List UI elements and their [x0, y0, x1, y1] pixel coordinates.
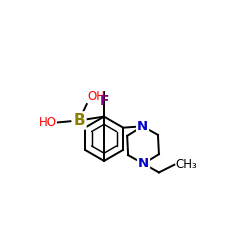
- Text: OH: OH: [88, 90, 106, 103]
- Text: F: F: [99, 94, 109, 108]
- Text: N: N: [137, 120, 148, 133]
- Text: HO: HO: [39, 116, 57, 129]
- Text: CH₃: CH₃: [175, 158, 197, 171]
- Text: B: B: [73, 113, 85, 128]
- Text: N: N: [138, 157, 149, 170]
